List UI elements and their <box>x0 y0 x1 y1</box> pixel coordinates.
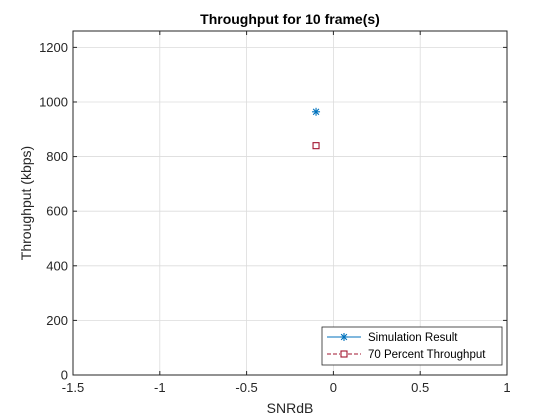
x-tick-label: 0.5 <box>411 380 429 395</box>
y-tick-label: 200 <box>46 313 68 328</box>
x-tick-label: 0 <box>330 380 337 395</box>
x-tick-label: -1 <box>154 380 166 395</box>
x-tick-label: -0.5 <box>235 380 257 395</box>
grid-lines <box>72 31 508 376</box>
legend-label: 70 Percent Throughput <box>368 349 486 361</box>
plot-frame <box>72 30 508 376</box>
legend-box <box>321 326 503 366</box>
x-tick-label: 1 <box>503 380 510 395</box>
y-tick-label: 400 <box>46 258 68 273</box>
y-tick-label: 1200 <box>39 40 68 55</box>
data-point-seventy-percent-throughput <box>312 142 320 150</box>
axis-ticks: -1.5 -1 -0.5 0 0.5 1 0 200 400 600 800 1000 1200 <box>39 31 511 395</box>
y-tick-label: 600 <box>46 204 68 219</box>
x-tick-label: -1.5 <box>62 380 84 395</box>
marker-square <box>312 142 320 150</box>
marker-square <box>340 350 348 358</box>
data-point-simulation-result <box>312 107 321 116</box>
legend-label: Simulation Result <box>368 332 458 344</box>
legend-entry-seventy-percent-throughput: 70 Percent Throughput <box>327 349 486 361</box>
legend-marker <box>340 333 348 341</box>
y-axis-label: Throughput (kbps) <box>18 146 34 260</box>
chart-title: Throughput for 10 frame(s) <box>200 11 380 27</box>
marker-stroke <box>340 333 348 341</box>
x-axis-label: SNRdB <box>267 400 314 416</box>
y-tick-label: 0 <box>61 368 68 383</box>
legend-entry-simulation-result: Simulation Result <box>327 332 458 344</box>
y-tick-label: 1000 <box>39 94 68 109</box>
legend: Simulation Result 70 Percent Throughput <box>321 326 503 366</box>
data-markers <box>312 107 321 150</box>
legend-marker <box>340 350 348 358</box>
marker-stroke <box>312 108 320 116</box>
y-tick-label: 800 <box>46 149 68 164</box>
